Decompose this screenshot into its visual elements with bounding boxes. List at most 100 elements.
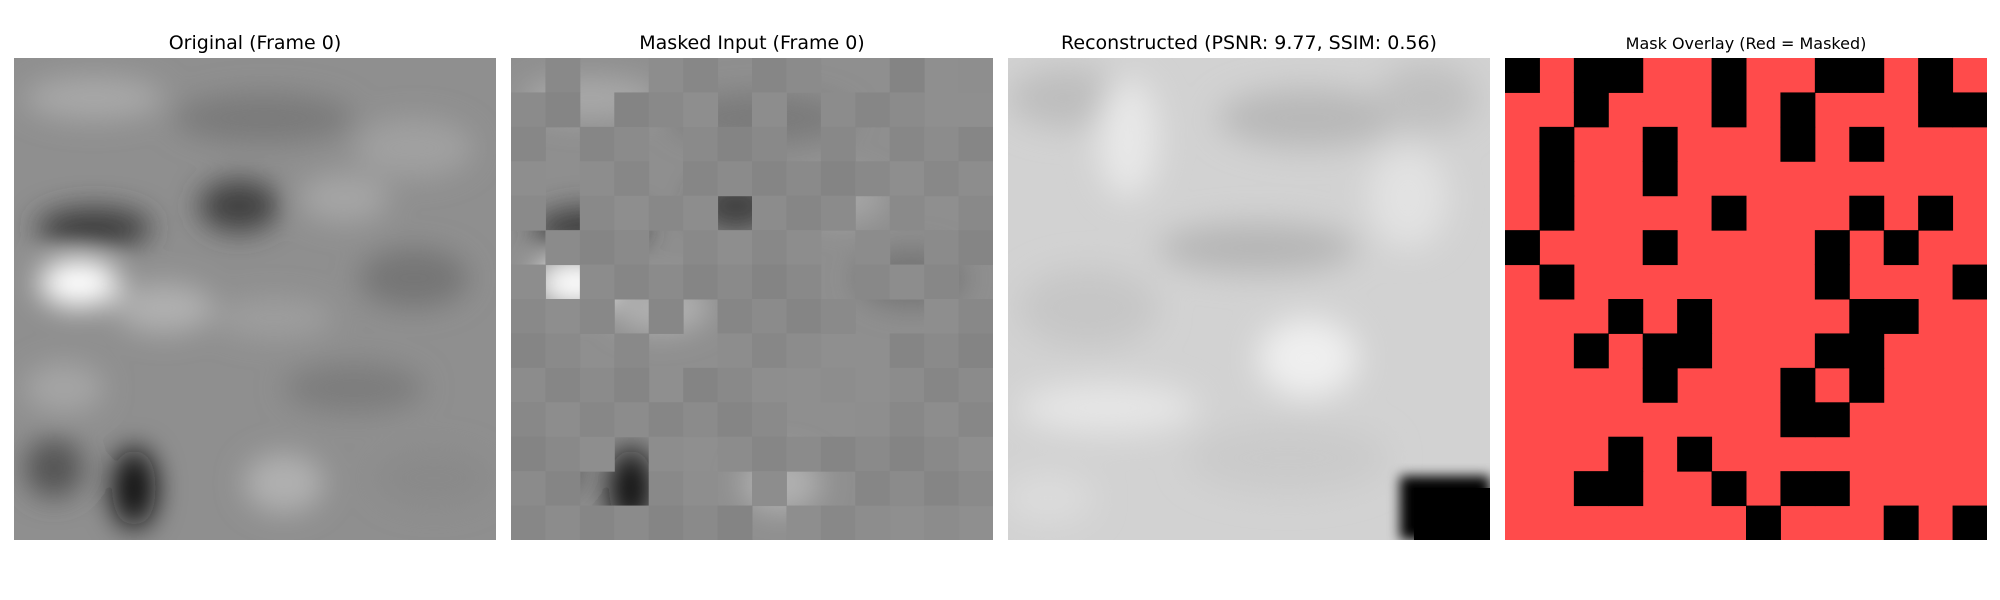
masked-patch [752,230,787,266]
masked-patch [820,126,856,162]
unmasked-cell [1918,195,1954,231]
unmasked-cell [1952,505,1987,540]
masked-patch [683,402,719,438]
masked-patch [958,471,993,507]
masked-patch [924,367,960,403]
unmasked-cell [1539,126,1575,162]
unmasked-cell [1677,299,1713,334]
panel-title-mask-overlay: Mask Overlay (Red = Masked) [1625,34,1867,53]
masked-patch [614,367,650,403]
unmasked-cell [1952,92,1987,128]
masked-patch [786,58,822,93]
reconstructed-image [1008,58,1490,540]
masked-patch [511,299,546,334]
masked-patch [924,126,960,162]
unmasked-cell [1814,264,1850,300]
masked-patch [786,161,822,197]
unmasked-cell [1814,58,1850,93]
unmasked-cell [1849,195,1885,231]
unmasked-cell [1952,264,1987,300]
masked-patch [924,264,960,300]
unmasked-cell [1642,126,1678,162]
masked-patch [683,264,719,300]
masked-patch [511,471,546,507]
masked-patch [924,436,960,472]
masked-patch [717,161,753,197]
unmasked-cell [1608,299,1644,334]
masked-patch [717,402,753,438]
masked-patch [820,505,856,540]
masked-patch [855,161,891,197]
masked-patch [511,161,546,197]
masked-patch [924,299,960,334]
masked-patch [648,471,684,507]
masked-patch [924,505,960,540]
unmasked-cell [1573,471,1609,507]
masked-patch [958,230,993,266]
unmasked-cell [1849,333,1885,369]
masked-patch [648,58,684,93]
masked-patch [889,195,925,231]
masked-patch [683,58,719,93]
masked-patch [924,161,960,197]
masked-patch [889,367,925,403]
masked-patch [958,195,993,231]
masked-patch [752,92,787,128]
masked-patch [648,402,684,438]
masked-patch [717,230,753,266]
masked-patch [648,436,684,472]
unmasked-cell [1608,58,1644,93]
unmasked-cells [1505,58,1987,540]
masked-patch [958,58,993,93]
unmasked-cell [1780,367,1816,403]
unmasked-cell [1539,161,1575,197]
masked-patch [683,367,719,403]
unmasked-cell [1780,471,1816,507]
masked-patch [614,161,650,197]
masked-patch [786,195,822,231]
unmasked-cell [1608,471,1644,507]
masked-patch [889,402,925,438]
masked-patch [752,333,787,369]
unmasked-cell [1849,58,1885,93]
masked-patch [579,436,615,472]
masked-patch [752,436,787,472]
masked-patch [855,471,891,507]
unmasked-cell [1780,126,1816,162]
masked-patch [855,230,891,266]
masked-patch [683,505,719,540]
masked-patch [752,367,787,403]
unmasked-cell [1573,92,1609,128]
masked-patch [511,436,546,472]
masked-patch [855,264,891,300]
unmasked-cell [1780,92,1816,128]
masked-patch [889,126,925,162]
unmasked-cell [1711,471,1747,507]
masked-patch [958,333,993,369]
masked-patch [614,264,650,300]
masked-patch [579,161,615,197]
unmasked-cell [1849,299,1885,334]
unmasked-cell [1883,505,1919,540]
unmasked-cell [1505,230,1540,266]
masked-patch [648,264,684,300]
masked-patch [924,471,960,507]
masked-patch [752,402,787,438]
masked-patch [889,58,925,93]
masked-patch [683,471,719,507]
masked-patch [511,505,546,540]
panel-reconstructed: Reconstructed (PSNR: 9.77, SSIM: 0.56) [1008,0,1490,600]
masked-patch [614,230,650,266]
masked-patch [820,161,856,197]
masked-patch [752,195,787,231]
masked-patch [683,230,719,266]
masked-patch [614,402,650,438]
masked-patch [545,471,581,507]
masked-patch [786,264,822,300]
masked-patch [752,58,787,93]
masked-patch [648,505,684,540]
unmasked-cell [1814,333,1850,369]
unmasked-cell [1918,92,1954,128]
unmasked-cell [1711,195,1747,231]
masked-patch [889,264,925,300]
